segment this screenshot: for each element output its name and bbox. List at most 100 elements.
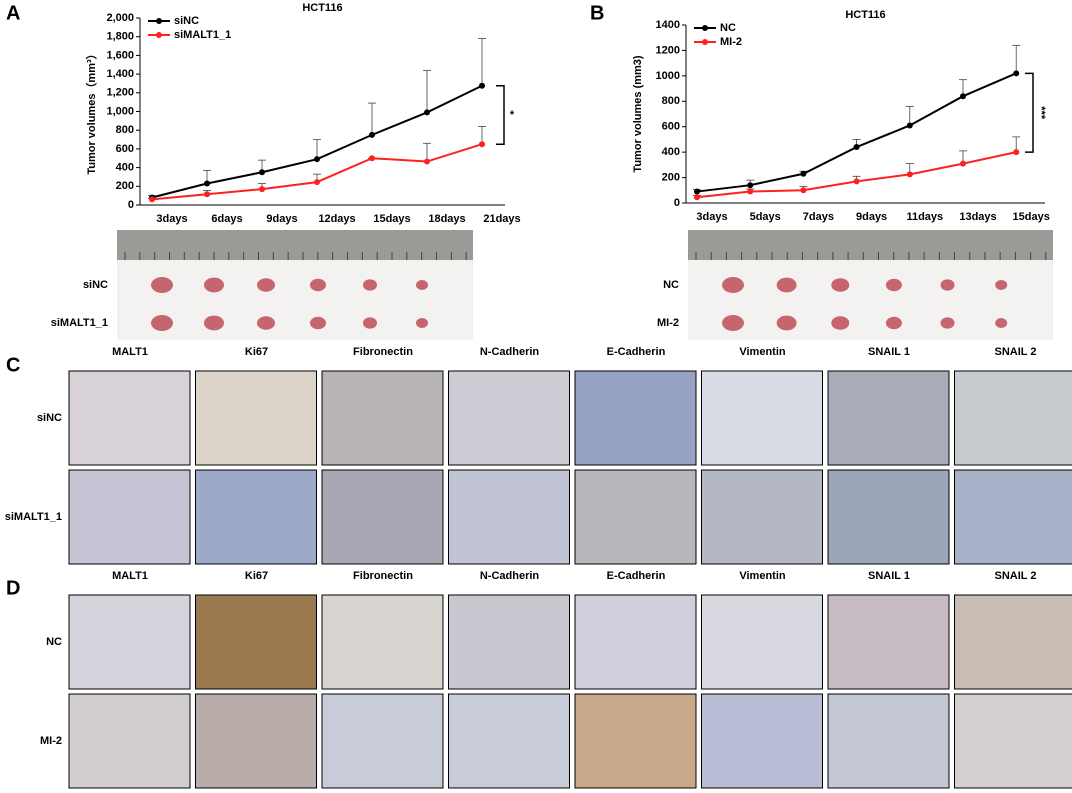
- y-tick-label: 1400: [656, 19, 680, 31]
- row-label: siMALT1_1: [5, 511, 62, 523]
- ruler: [117, 230, 473, 260]
- tumor: [885, 278, 902, 292]
- tumor: [151, 277, 173, 293]
- series-line: [696, 72, 1017, 193]
- y-tick-label: 2,000: [106, 12, 134, 24]
- x-tick-label: 7days: [803, 211, 834, 223]
- y-tick-label: 600: [662, 121, 680, 133]
- data-point: [259, 186, 265, 193]
- tumor: [416, 280, 428, 290]
- y-tick-label: 0: [674, 197, 680, 209]
- ruler: [688, 230, 1053, 260]
- data-point: [149, 196, 155, 203]
- x-tick-label: 6days: [211, 213, 242, 225]
- y-tick-label: 200: [116, 180, 134, 192]
- ihc-image: [448, 370, 570, 466]
- column-label: SNAIL 1: [868, 570, 910, 582]
- ihc-image: [195, 693, 317, 789]
- ihc-image: [954, 469, 1072, 565]
- data-point: [314, 179, 320, 186]
- y-tick-label: 1,400: [106, 68, 134, 80]
- ihc-image: [954, 594, 1072, 690]
- ihc-image: [68, 469, 191, 565]
- data-point: [479, 141, 485, 148]
- tumor: [257, 278, 275, 292]
- ihc-image: [68, 693, 191, 789]
- legend-marker: [156, 32, 162, 38]
- ihc-image: [195, 594, 317, 690]
- column-label: Vimentin: [739, 346, 786, 358]
- column-label: SNAIL 1: [868, 346, 910, 358]
- y-tick-label: 0: [128, 199, 134, 211]
- y-tick-label: 1,200: [106, 87, 134, 99]
- tumor: [722, 315, 744, 331]
- column-label: N-Cadherin: [480, 346, 540, 358]
- ihc-image: [701, 370, 823, 466]
- data-point: [694, 194, 700, 201]
- ihc-image: [68, 370, 191, 466]
- series-line: [696, 151, 1017, 199]
- data-point: [424, 158, 430, 165]
- row-label: NC: [46, 636, 62, 648]
- tumor: [257, 316, 275, 330]
- column-label: Vimentin: [739, 570, 786, 582]
- y-tick-label: 1000: [656, 70, 680, 82]
- ihc-image: [321, 370, 444, 466]
- row-label: MI-2: [40, 735, 62, 747]
- ihc-image: [574, 469, 697, 565]
- x-tick-label: 9days: [856, 211, 887, 223]
- data-point: [369, 155, 375, 162]
- ihc-image: [448, 594, 570, 690]
- significance-bracket: [496, 85, 505, 145]
- data-point: [1013, 149, 1020, 156]
- data-point: [694, 188, 700, 195]
- panel-label: B: [590, 2, 604, 24]
- row-label: siNC: [37, 412, 62, 424]
- significance-label: ***: [1035, 106, 1047, 120]
- legend-marker: [702, 39, 708, 45]
- ihc-image: [701, 693, 823, 789]
- data-point: [479, 82, 485, 89]
- chart-title: HCT116: [845, 9, 885, 21]
- tumor: [204, 277, 224, 293]
- chart-title: HCT116: [302, 2, 342, 14]
- ihc-image: [701, 594, 823, 690]
- column-label: MALT1: [112, 570, 148, 582]
- ihc-image: [574, 370, 697, 466]
- ihc-image: [574, 594, 697, 690]
- column-label: Fibronectin: [353, 346, 413, 358]
- row-label: NC: [663, 279, 679, 291]
- tumor: [204, 315, 224, 331]
- data-point: [906, 171, 913, 178]
- column-label: MALT1: [112, 346, 148, 358]
- ihc-image: [827, 693, 950, 789]
- x-tick-label: 3days: [156, 213, 187, 225]
- y-axis-label: Tumor volumes (mm3): [632, 55, 644, 172]
- ihc-image: [574, 693, 697, 789]
- ihc-image: [195, 469, 317, 565]
- y-tick-label: 200: [662, 171, 680, 183]
- panel-label: A: [6, 2, 20, 24]
- row-label: MI-2: [657, 317, 679, 329]
- x-tick-label: 18days: [428, 213, 465, 225]
- data-point: [800, 170, 807, 177]
- legend-label: siMALT1_1: [174, 29, 231, 41]
- y-tick-label: 800: [662, 95, 680, 107]
- tumor: [151, 315, 173, 331]
- significance-label: *: [510, 109, 515, 121]
- x-tick-label: 9days: [266, 213, 297, 225]
- y-tick-label: 1,600: [106, 49, 134, 61]
- ihc-image: [954, 370, 1072, 466]
- y-tick-label: 400: [116, 162, 134, 174]
- data-point: [369, 131, 375, 138]
- y-tick-label: 1,000: [106, 105, 134, 117]
- ihc-image: [827, 370, 950, 466]
- data-point: [853, 178, 860, 185]
- x-tick-label: 5days: [750, 211, 781, 223]
- data-point: [1013, 70, 1020, 77]
- tumor: [885, 316, 902, 330]
- column-label: N-Cadherin: [480, 570, 540, 582]
- tumor: [940, 279, 955, 291]
- significance-bracket: [1025, 72, 1034, 153]
